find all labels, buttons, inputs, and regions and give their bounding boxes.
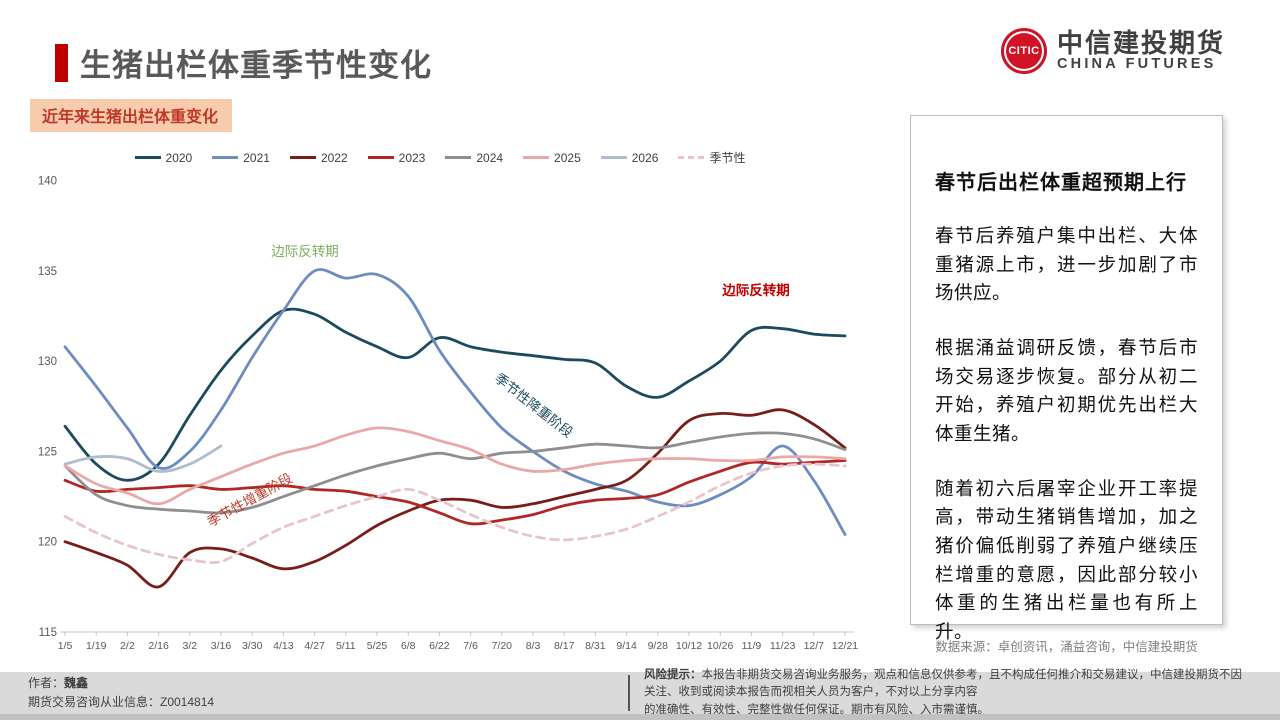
- legend-swatch: [600, 156, 627, 159]
- commentary-paragraph: 根据涌益调研反馈，春节后市场交易逐步恢复。部分从初二开始，养殖户初期优先出栏大体…: [935, 338, 1198, 446]
- x-tick-label: 8/31: [585, 640, 606, 652]
- legend-label: 2020: [165, 150, 193, 165]
- legend-item-2021: 2021: [212, 151, 270, 165]
- x-tick-label: 6/8: [401, 640, 416, 652]
- legend-swatch: [134, 156, 161, 159]
- x-tick-label: 1/5: [58, 640, 73, 652]
- header: 生猪出栏体重季节性变化: [55, 40, 432, 85]
- x-tick-label: 10/26: [707, 640, 733, 652]
- legend-swatch: [523, 156, 550, 159]
- x-tick-label: 3/2: [182, 640, 197, 652]
- commentary-paragraph: 随着初六后屠宰企业开工率提高，带动生猪销售增加，加之猪价偏低削弱了养殖户继续压栏…: [935, 478, 1198, 644]
- series-line-2024: [63, 431, 847, 515]
- chart-annotation: 边际反转期: [721, 282, 790, 298]
- logo-name-zh: 中信建投期货: [1056, 27, 1225, 58]
- chart-title-chip: 近年来生猪出栏体重变化: [30, 99, 233, 132]
- y-tick-label: 135: [38, 266, 57, 278]
- x-tick-label: 3/30: [242, 640, 263, 652]
- x-tick-label: 8/17: [554, 640, 575, 652]
- y-tick-label: 120: [38, 537, 57, 549]
- risk-text-line2: 的准确性、有效性、完整性做任何保证。期市有风险、入市需谨慎。: [644, 703, 989, 716]
- chart-annotation: 季节性增重阶段: [205, 471, 295, 530]
- x-tick-label: 7/6: [463, 640, 478, 652]
- legend-item-2026: 2026: [600, 150, 659, 165]
- series-line-2023: [63, 459, 847, 526]
- y-tick-label: 125: [38, 446, 57, 458]
- y-tick-label: 115: [39, 627, 57, 639]
- legend-label: 季节性: [709, 151, 746, 165]
- legend-item-2022: 2022: [289, 150, 348, 165]
- footer: 作者：魏鑫 期货交易咨询从业信息：Z0014814 风险提示：本报告非期货交易咨…: [0, 669, 1280, 716]
- commentary-paragraph: 春节后养殖户集中出栏、大体重猪源上市，进一步加剧了市场供应。: [935, 226, 1198, 305]
- x-tick-label: 2/16: [148, 640, 169, 652]
- x-tick-label: 1/19: [86, 640, 107, 652]
- x-tick-label: 11/23: [770, 640, 796, 652]
- series-line-2021: [63, 268, 847, 536]
- legend-label: 2024: [476, 150, 504, 165]
- series-line-2022: [63, 408, 847, 589]
- footer-bottom-strip: [0, 714, 1280, 720]
- x-tick-label: 8/3: [526, 640, 541, 652]
- chart-legend: 2020 2021 2022 2023 2024 2025 2026 季节性: [60, 149, 820, 166]
- risk-label: 风险提示：: [644, 669, 702, 682]
- chart-annotation: 边际反转期: [271, 244, 339, 259]
- series-line-2026: [63, 444, 223, 473]
- series-line-2020: [63, 307, 847, 482]
- footer-author-block: 作者：魏鑫 期货交易咨询从业信息：Z0014814: [28, 674, 588, 711]
- legend-label: 2025: [554, 150, 581, 165]
- company-logo: CITIC 中信建投期货 CHINA FUTURES: [1000, 27, 1225, 74]
- legend-item-季节性: 季节性: [678, 149, 745, 166]
- x-tick-label: 9/14: [616, 640, 637, 652]
- logo-name-en: CHINA FUTURES: [1056, 56, 1217, 73]
- author-name: 魏鑫: [64, 676, 89, 691]
- commentary-panel: 春节后出栏体重超预期上行 春节后养殖户集中出栏、大体重猪源上市，进一步加剧了市场…: [910, 115, 1223, 643]
- legend-label: 2021: [243, 150, 270, 165]
- x-tick-label: 5/11: [336, 640, 356, 652]
- commentary-title: 春节后出栏体重超预期上行: [935, 170, 1187, 194]
- license-info: 期货交易咨询从业信息：Z0014814: [28, 695, 215, 709]
- title-accent-bar: [55, 43, 68, 82]
- citic-logo-icon: CITIC: [1000, 28, 1047, 74]
- author-label: 作者：: [28, 676, 65, 691]
- x-tick-label: 4/27: [304, 640, 325, 652]
- risk-text-line1: 本报告非期货交易咨询业务服务，观点和信息仅供参考，且不构成任何推介和交易建议，中…: [644, 669, 1242, 699]
- x-tick-label: 11/9: [742, 640, 762, 652]
- legend-swatch: [212, 156, 239, 159]
- legend-item-2024: 2024: [445, 151, 503, 165]
- legend-swatch: [289, 156, 316, 159]
- data-source-note: 数据来源：卓创资讯，涌益咨询，中信建投期货: [935, 639, 1198, 654]
- x-tick-label: 5/25: [367, 640, 388, 652]
- legend-swatch: [367, 156, 394, 159]
- x-tick-label: 4/13: [273, 640, 294, 652]
- legend-label: 2022: [320, 150, 348, 165]
- x-tick-label: 12/7: [804, 640, 825, 652]
- risk-disclaimer: 风险提示：本报告非期货交易咨询业务服务，观点和信息仅供参考，且不构成任何推介和交…: [644, 667, 1244, 719]
- x-tick-label: 2/2: [120, 640, 135, 652]
- series-line-季节性: [63, 462, 847, 565]
- legend-swatch: [678, 156, 705, 159]
- page-title: 生猪出栏体重季节性变化: [80, 48, 432, 83]
- x-tick-label: 12/21: [832, 640, 858, 652]
- legend-label: 2023: [398, 150, 426, 165]
- y-tick-label: 130: [38, 356, 57, 368]
- legend-item-2025: 2025: [523, 151, 581, 165]
- x-tick-label: 7/20: [492, 640, 513, 652]
- series-line-2025: [63, 426, 847, 506]
- x-tick-label: 9/28: [648, 640, 669, 652]
- legend-label: 2026: [631, 150, 659, 165]
- footer-divider: [628, 675, 630, 711]
- x-tick-label: 10/12: [676, 640, 702, 652]
- legend-swatch: [445, 156, 472, 159]
- y-tick-label: 140: [38, 176, 57, 188]
- x-tick-label: 3/16: [211, 640, 232, 652]
- x-tick-label: 6/22: [429, 640, 450, 652]
- legend-item-2023: 2023: [367, 150, 426, 165]
- legend-item-2020: 2020: [134, 150, 193, 165]
